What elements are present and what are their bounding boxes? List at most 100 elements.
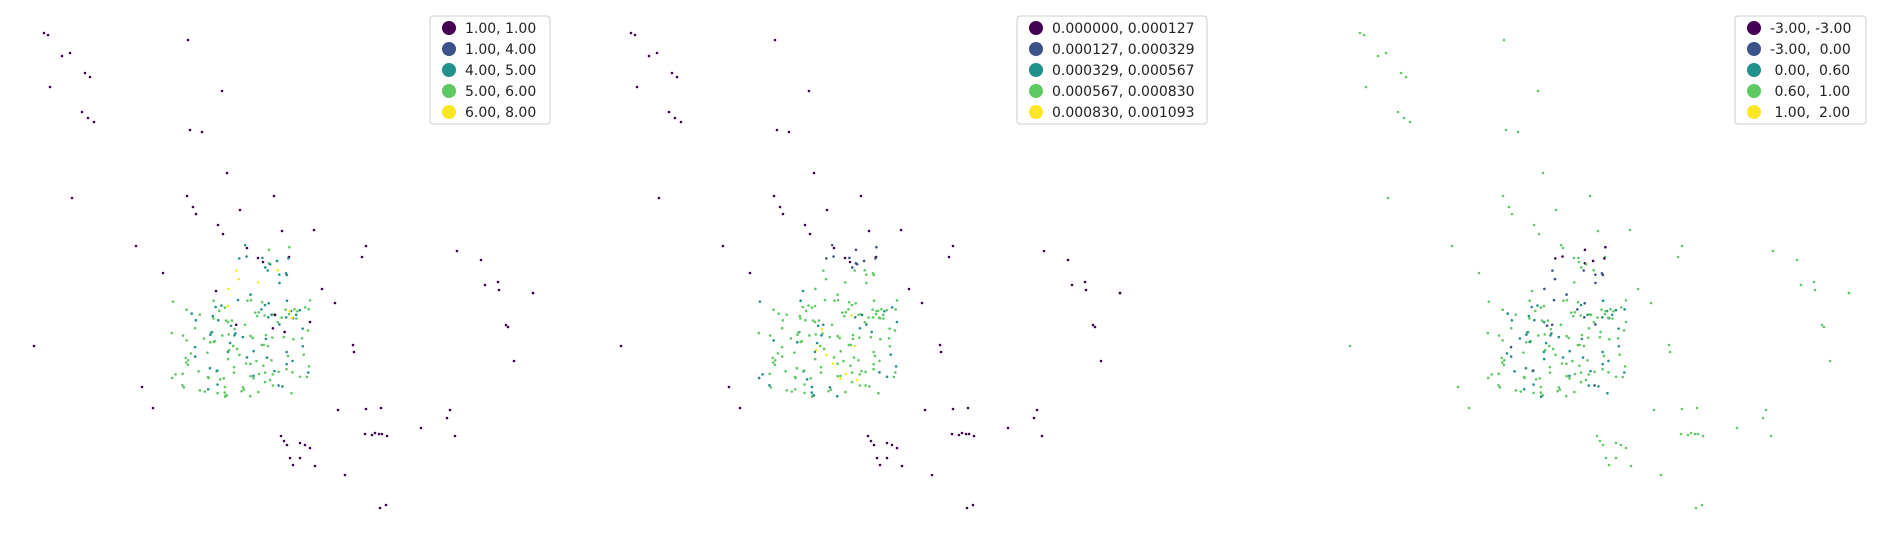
data-point bbox=[838, 336, 842, 340]
data-point bbox=[287, 312, 291, 316]
data-point bbox=[857, 313, 860, 317]
data-point bbox=[378, 506, 382, 510]
data-point bbox=[245, 246, 249, 250]
data-point bbox=[298, 441, 302, 445]
data-point bbox=[298, 308, 302, 312]
data-point bbox=[773, 363, 777, 367]
data-point bbox=[828, 385, 832, 389]
data-point bbox=[1532, 223, 1536, 227]
data-point bbox=[1624, 320, 1628, 324]
data-point bbox=[675, 75, 679, 79]
data-point bbox=[868, 385, 871, 388]
data-point bbox=[1551, 347, 1555, 351]
data-point bbox=[298, 375, 302, 379]
data-point bbox=[877, 316, 881, 319]
data-point bbox=[1579, 303, 1583, 307]
data-point bbox=[1564, 394, 1568, 398]
data-point bbox=[878, 371, 881, 374]
data-point bbox=[721, 244, 725, 248]
data-point bbox=[506, 325, 510, 329]
data-point bbox=[193, 345, 197, 349]
data-point bbox=[1399, 71, 1403, 75]
data-point bbox=[1559, 243, 1563, 247]
data-point bbox=[211, 314, 215, 318]
data-point bbox=[971, 503, 975, 507]
data-point bbox=[1820, 323, 1824, 327]
legend-marker bbox=[1029, 84, 1043, 98]
data-point bbox=[140, 385, 144, 389]
data-point bbox=[301, 344, 305, 348]
data-point bbox=[256, 256, 260, 260]
data-point bbox=[220, 304, 223, 307]
data-point bbox=[212, 340, 216, 344]
data-point bbox=[1847, 291, 1851, 295]
data-point bbox=[1701, 434, 1705, 438]
map-panel-2: 0.000000, 0.000127 0.000127, 0.000329 0.00… bbox=[619, 15, 1208, 510]
data-point bbox=[920, 301, 924, 305]
data-point bbox=[808, 232, 812, 236]
legend-label: 0.000127, 0.000329 bbox=[1052, 42, 1195, 58]
data-point bbox=[1536, 304, 1539, 307]
data-point bbox=[892, 375, 896, 379]
data-point bbox=[1695, 406, 1699, 410]
data-point bbox=[1589, 369, 1592, 373]
data-point bbox=[823, 298, 827, 302]
data-point bbox=[306, 329, 310, 332]
data-point bbox=[889, 353, 892, 356]
data-point bbox=[870, 330, 873, 334]
data-point bbox=[831, 362, 835, 365]
data-point bbox=[893, 371, 897, 374]
data-point bbox=[1456, 385, 1460, 389]
data-point bbox=[1667, 343, 1671, 347]
data-point bbox=[380, 432, 384, 436]
data-point bbox=[216, 383, 219, 386]
data-point bbox=[227, 348, 231, 352]
data-point bbox=[1614, 441, 1618, 445]
data-point bbox=[379, 406, 383, 410]
data-point bbox=[1506, 312, 1510, 315]
data-point bbox=[280, 229, 284, 233]
data-point bbox=[815, 341, 819, 345]
data-point bbox=[161, 271, 165, 275]
data-point bbox=[235, 269, 238, 272]
data-point bbox=[233, 327, 237, 331]
data-point bbox=[233, 334, 236, 337]
legend-label: 0.000567, 0.000830 bbox=[1052, 84, 1195, 100]
data-point bbox=[813, 350, 817, 354]
legend-marker bbox=[442, 21, 456, 35]
data-point bbox=[226, 320, 230, 324]
data-point bbox=[1769, 434, 1773, 438]
data-point bbox=[227, 333, 231, 336]
data-point bbox=[1522, 351, 1525, 354]
legend-label: 0.000000, 0.000127 bbox=[1052, 21, 1195, 37]
data-point bbox=[288, 456, 292, 460]
data-point bbox=[1549, 327, 1553, 331]
data-point bbox=[272, 194, 276, 198]
data-point bbox=[1812, 280, 1816, 284]
data-point bbox=[215, 369, 219, 372]
data-point bbox=[1583, 315, 1586, 319]
data-point bbox=[670, 71, 674, 75]
data-point bbox=[1578, 364, 1581, 367]
data-point bbox=[231, 344, 235, 348]
data-point bbox=[842, 359, 845, 363]
data-point bbox=[1450, 244, 1454, 248]
data-point bbox=[1542, 320, 1546, 324]
data-point bbox=[1600, 308, 1603, 311]
legend-marker bbox=[442, 42, 456, 56]
data-point bbox=[895, 299, 899, 302]
data-point bbox=[306, 371, 310, 374]
data-point bbox=[1510, 319, 1514, 322]
data-point bbox=[773, 358, 777, 362]
data-point bbox=[483, 283, 487, 287]
data-point bbox=[343, 473, 347, 477]
data-point bbox=[787, 130, 791, 134]
data-point bbox=[885, 375, 889, 379]
data-point bbox=[1531, 369, 1535, 372]
data-point bbox=[819, 371, 823, 374]
data-point bbox=[855, 378, 859, 382]
legend-label: 5.00, 6.00 bbox=[465, 84, 536, 100]
data-point bbox=[867, 316, 870, 319]
data-point bbox=[257, 372, 261, 376]
data-point bbox=[825, 208, 829, 212]
